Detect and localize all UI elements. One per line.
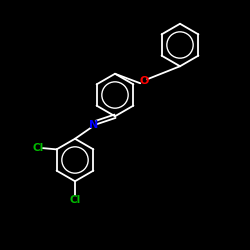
Text: Cl: Cl	[70, 195, 80, 205]
Text: Cl: Cl	[32, 143, 44, 153]
Text: O: O	[139, 76, 148, 86]
Text: N: N	[89, 120, 99, 130]
